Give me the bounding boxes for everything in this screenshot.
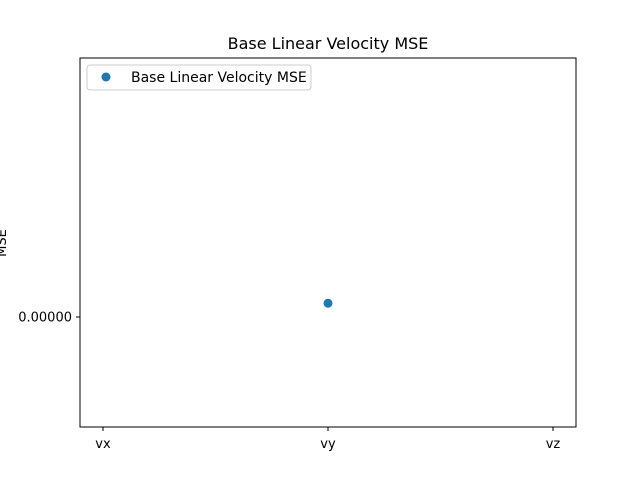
- legend: Base Linear Velocity MSE: [86, 64, 312, 91]
- x-tick-label: vz: [546, 437, 561, 452]
- data-point: [323, 298, 333, 308]
- x-tick-label: vx: [95, 437, 111, 452]
- y-axis: 0.000000.000050.000100.000150.00020: [18, 310, 80, 325]
- x-tick-label: vy: [320, 437, 336, 452]
- y-axis-label: MSE: [0, 229, 10, 257]
- legend-box: [86, 64, 312, 91]
- legend-marker: [101, 72, 111, 82]
- legend-label: Base Linear Velocity MSE: [131, 70, 307, 86]
- data-points: [323, 298, 333, 308]
- chart-title: Base Linear Velocity MSE: [228, 34, 429, 53]
- x-axis: vx vy vz: [95, 427, 560, 452]
- y-tick-label: 0.00000: [18, 310, 72, 325]
